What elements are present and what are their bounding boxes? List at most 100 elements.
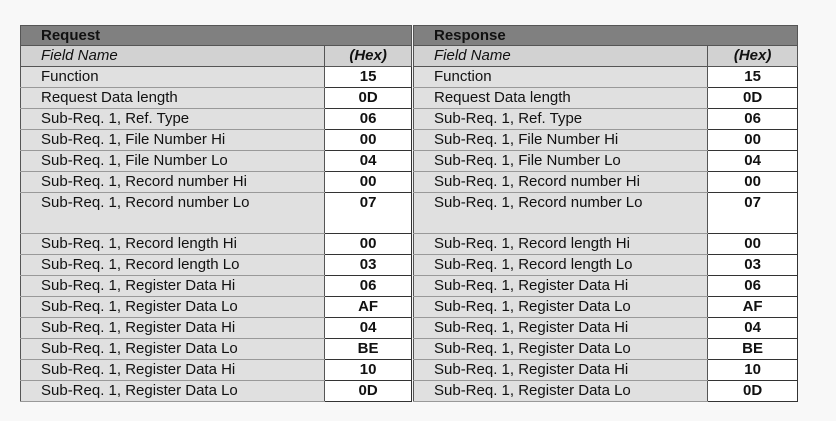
- table-row: Sub-Req. 1, Register Data Lo 0D: [19, 380, 412, 402]
- field-name-cell: Function: [412, 66, 709, 88]
- hex-value-cell: 0D: [707, 380, 798, 402]
- field-name-cell: Sub-Req. 1, Register Data Lo: [19, 380, 326, 402]
- hex-value-cell: 03: [324, 254, 412, 276]
- field-name-cell: Sub-Req. 1, Record length Lo: [19, 254, 326, 276]
- hex-value-cell: 03: [707, 254, 798, 276]
- response-column-headers: Field Name (Hex): [412, 45, 798, 67]
- table-row: Sub-Req. 1, Register Data Lo AF: [412, 296, 798, 318]
- field-name-cell: Sub-Req. 1, Register Data Lo: [412, 380, 709, 402]
- hex-value-cell: 15: [324, 66, 412, 88]
- hex-value-cell: 06: [707, 108, 798, 130]
- field-name-cell: Sub-Req. 1, Register Data Hi: [412, 359, 709, 381]
- table-row: Sub-Req. 1, Record number Lo 07: [19, 192, 412, 234]
- hex-value-cell: 10: [324, 359, 412, 381]
- field-name-cell: Sub-Req. 1, Register Data Hi: [412, 275, 709, 297]
- hex-value-cell: 07: [324, 192, 412, 234]
- hex-value-cell: 06: [324, 275, 412, 297]
- hex-value-cell: BE: [707, 338, 798, 360]
- response-header-row: Response: [413, 25, 798, 46]
- request-header-row: Request: [20, 25, 412, 46]
- table-row: Sub-Req. 1, Register Data Hi 06: [412, 275, 798, 297]
- hex-value-cell: 04: [324, 150, 412, 172]
- table-row: Sub-Req. 1, Record number Hi 00: [19, 171, 412, 193]
- hex-value-cell: 00: [707, 129, 798, 151]
- field-name-cell: Sub-Req. 1, Register Data Lo: [19, 296, 326, 318]
- hex-value-cell: 0D: [707, 87, 798, 109]
- field-name-cell: Sub-Req. 1, Register Data Lo: [412, 296, 709, 318]
- request-title: Request: [20, 25, 412, 46]
- table-row: Sub-Req. 1, Ref. Type 06: [412, 108, 798, 130]
- field-name-cell: Function: [19, 66, 326, 88]
- hex-value-cell: BE: [324, 338, 412, 360]
- hex-value-cell: 04: [324, 317, 412, 339]
- field-name-cell: Sub-Req. 1, File Number Hi: [412, 129, 709, 151]
- table-row: Sub-Req. 1, Register Data Hi 04: [412, 317, 798, 339]
- table-row: Sub-Req. 1, File Number Hi 00: [412, 129, 798, 151]
- field-name-cell: Sub-Req. 1, Record length Hi: [19, 233, 326, 255]
- table-row: Request Data length 0D: [19, 87, 412, 109]
- hex-value-cell: 04: [707, 317, 798, 339]
- field-name-cell: Sub-Req. 1, Record number Lo: [412, 192, 709, 234]
- table-row: Sub-Req. 1, Record length Lo 03: [19, 254, 412, 276]
- hex-value-cell: 00: [324, 171, 412, 193]
- field-name-header: Field Name: [412, 45, 709, 67]
- response-title: Response: [413, 25, 798, 46]
- hex-value-cell: 0D: [324, 380, 412, 402]
- hex-value-cell: 04: [707, 150, 798, 172]
- table-row: Function 15: [19, 66, 412, 88]
- field-name-cell: Sub-Req. 1, Register Data Hi: [19, 317, 326, 339]
- hex-value-cell: 10: [707, 359, 798, 381]
- field-name-cell: Sub-Req. 1, File Number Lo: [19, 150, 326, 172]
- table-row: Sub-Req. 1, Record length Hi 00: [412, 233, 798, 255]
- table-row: Sub-Req. 1, File Number Hi 00: [19, 129, 412, 151]
- table-row: Sub-Req. 1, Register Data Hi 04: [19, 317, 412, 339]
- table-row: Sub-Req. 1, File Number Lo 04: [412, 150, 798, 172]
- hex-value-cell: 06: [707, 275, 798, 297]
- field-name-cell: Request Data length: [19, 87, 326, 109]
- table-row: Sub-Req. 1, Register Data Lo 0D: [412, 380, 798, 402]
- table-row: Sub-Req. 1, Register Data Lo BE: [19, 338, 412, 360]
- table-row: Sub-Req. 1, File Number Lo 04: [19, 150, 412, 172]
- hex-value-cell: AF: [324, 296, 412, 318]
- field-name-cell: Sub-Req. 1, Record length Hi: [412, 233, 709, 255]
- hex-value-cell: 15: [707, 66, 798, 88]
- hex-value-cell: 00: [324, 233, 412, 255]
- request-table: Request Field Name (Hex) Function 15 Request …: [19, 25, 412, 402]
- table-row: Sub-Req. 1, Register Data Lo AF: [19, 296, 412, 318]
- field-name-cell: Sub-Req. 1, File Number Lo: [412, 150, 709, 172]
- table-row: Sub-Req. 1, Register Data Hi 06: [19, 275, 412, 297]
- table-row: Sub-Req. 1, Register Data Hi 10: [19, 359, 412, 381]
- field-name-cell: Sub-Req. 1, Record number Hi: [19, 171, 326, 193]
- table-row: Request Data length 0D: [412, 87, 798, 109]
- table-row: Sub-Req. 1, Register Data Lo BE: [412, 338, 798, 360]
- hex-value-cell: 00: [324, 129, 412, 151]
- hex-value-cell: 06: [324, 108, 412, 130]
- field-name-cell: Sub-Req. 1, Register Data Hi: [19, 275, 326, 297]
- table-row: Sub-Req. 1, Ref. Type 06: [19, 108, 412, 130]
- field-name-cell: Sub-Req. 1, Register Data Lo: [19, 338, 326, 360]
- hex-header: (Hex): [707, 45, 798, 67]
- field-name-header: Field Name: [19, 45, 326, 67]
- field-name-cell: Sub-Req. 1, Ref. Type: [412, 108, 709, 130]
- field-name-cell: Sub-Req. 1, Register Data Hi: [19, 359, 326, 381]
- response-table: Response Field Name (Hex) Function 15 Request…: [412, 25, 798, 402]
- table-row: Sub-Req. 1, Register Data Hi 10: [412, 359, 798, 381]
- field-name-cell: Sub-Req. 1, Register Data Lo: [412, 338, 709, 360]
- field-name-cell: Sub-Req. 1, File Number Hi: [19, 129, 326, 151]
- hex-value-cell: AF: [707, 296, 798, 318]
- field-name-cell: Sub-Req. 1, Ref. Type: [19, 108, 326, 130]
- hex-header: (Hex): [324, 45, 412, 67]
- table-row: Sub-Req. 1, Record number Hi 00: [412, 171, 798, 193]
- hex-value-cell: 0D: [324, 87, 412, 109]
- table-row: Sub-Req. 1, Record length Hi 00: [19, 233, 412, 255]
- field-name-cell: Request Data length: [412, 87, 709, 109]
- field-name-cell: Sub-Req. 1, Record number Hi: [412, 171, 709, 193]
- hex-value-cell: 00: [707, 233, 798, 255]
- request-column-headers: Field Name (Hex): [19, 45, 412, 67]
- field-name-cell: Sub-Req. 1, Record number Lo: [19, 192, 326, 234]
- field-name-cell: Sub-Req. 1, Register Data Hi: [412, 317, 709, 339]
- field-name-cell: Sub-Req. 1, Record length Lo: [412, 254, 709, 276]
- hex-value-cell: 00: [707, 171, 798, 193]
- table-row: Sub-Req. 1, Record length Lo 03: [412, 254, 798, 276]
- hex-value-cell: 07: [707, 192, 798, 234]
